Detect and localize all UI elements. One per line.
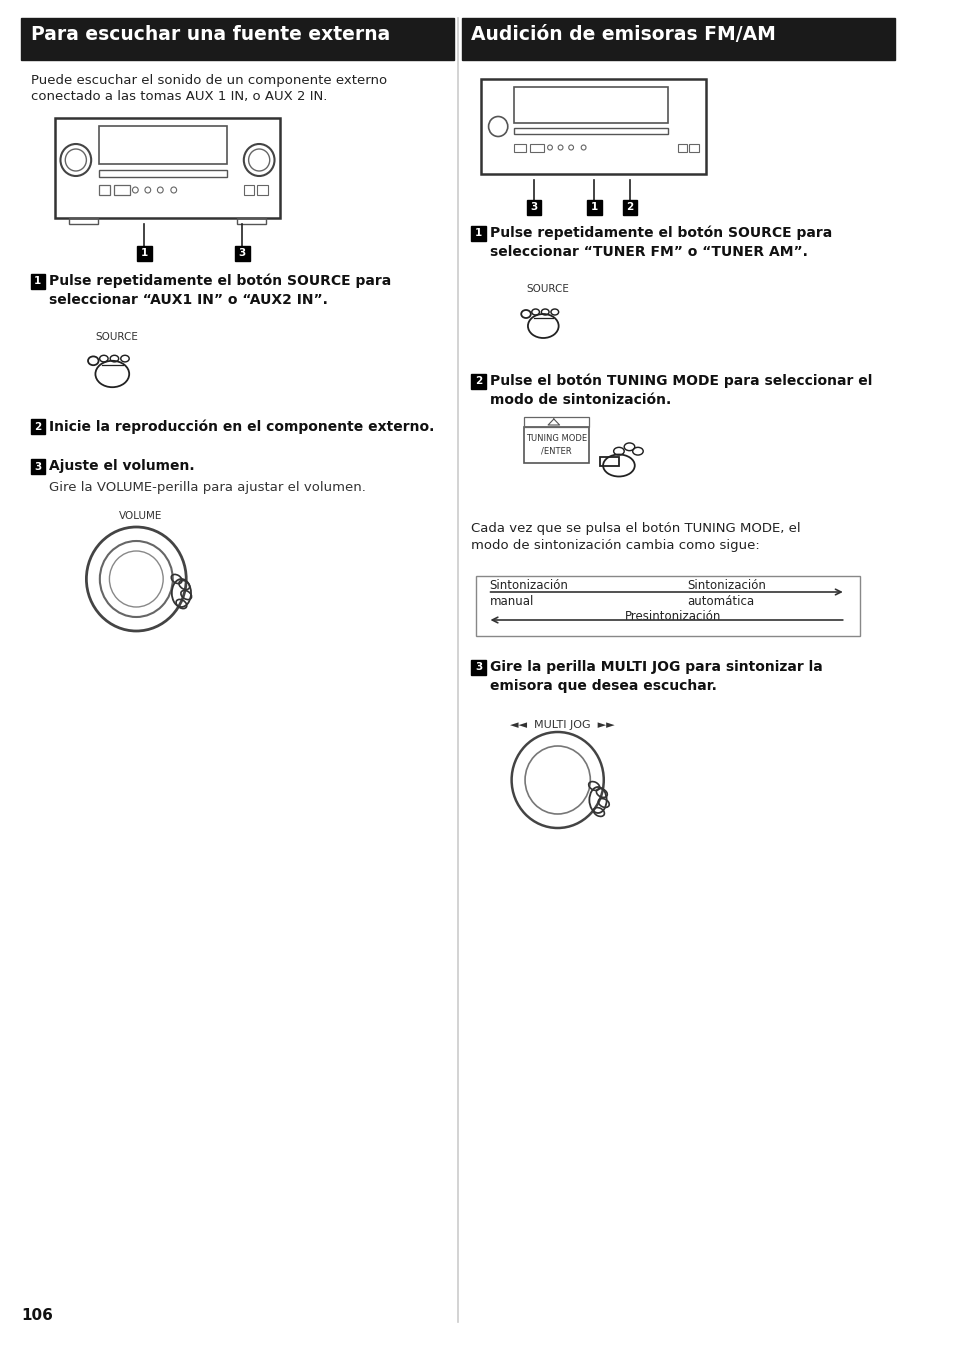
- Text: 1: 1: [141, 248, 148, 259]
- Bar: [69, 218, 98, 224]
- Bar: [54, 119, 280, 218]
- Bar: [471, 373, 485, 390]
- Bar: [235, 245, 250, 262]
- Bar: [99, 125, 226, 164]
- Bar: [514, 143, 525, 151]
- Bar: [514, 88, 667, 123]
- Bar: [30, 419, 45, 434]
- Bar: [599, 457, 618, 465]
- Text: Presintonización: Presintonización: [624, 611, 720, 623]
- Text: 3: 3: [475, 662, 481, 673]
- Text: 2: 2: [34, 422, 42, 431]
- Bar: [30, 274, 45, 288]
- Text: SOURCE: SOURCE: [526, 284, 569, 294]
- Text: Audición de emisoras FM/AM: Audición de emisoras FM/AM: [471, 26, 776, 44]
- Text: 2: 2: [626, 202, 633, 213]
- Text: Pulse el botón TUNING MODE para seleccionar el
modo de sintonización.: Pulse el botón TUNING MODE para seleccio…: [489, 373, 871, 407]
- Text: Inicie la reproducción en el componente externo.: Inicie la reproducción en el componente …: [49, 419, 434, 434]
- Text: 106: 106: [21, 1308, 53, 1322]
- Text: Sintonización
automática: Sintonización automática: [686, 580, 765, 608]
- Text: VOLUME: VOLUME: [119, 511, 163, 520]
- Bar: [526, 200, 540, 214]
- Bar: [471, 661, 485, 675]
- Bar: [244, 185, 254, 195]
- Text: Pulse repetidamente el botón SOURCE para
seleccionar “TUNER FM” o “TUNER AM”.: Pulse repetidamente el botón SOURCE para…: [489, 226, 831, 259]
- Text: 3: 3: [530, 202, 537, 213]
- Text: TUNING MODE: TUNING MODE: [526, 434, 587, 443]
- Bar: [529, 143, 543, 151]
- Text: 3: 3: [34, 461, 42, 472]
- Text: Ajuste el volumen.: Ajuste el volumen.: [49, 460, 194, 473]
- Bar: [677, 143, 686, 151]
- Bar: [137, 245, 152, 262]
- Text: Cada vez que se pulsa el botón TUNING MODE, el
modo de sintonización cambia como: Cada vez que se pulsa el botón TUNING MO…: [471, 522, 801, 551]
- Text: 3: 3: [238, 248, 246, 259]
- Bar: [480, 80, 706, 174]
- Text: 2: 2: [475, 376, 481, 387]
- Bar: [476, 576, 860, 636]
- Bar: [688, 143, 698, 151]
- Text: 1: 1: [34, 276, 42, 287]
- Text: Puede escuchar el sonido de un componente externo
conectado a las tomas AUX 1 IN: Puede escuchar el sonido de un component…: [30, 74, 386, 102]
- Bar: [257, 185, 268, 195]
- Bar: [461, 18, 894, 61]
- Bar: [99, 185, 111, 195]
- Text: Gire la perilla MULTI JOG para sintonizar la
emisora que desea escuchar.: Gire la perilla MULTI JOG para sintoniza…: [489, 661, 821, 693]
- Bar: [114, 185, 130, 195]
- Text: Gire la VOLUME-perilla para ajustar el volumen.: Gire la VOLUME-perilla para ajustar el v…: [49, 481, 365, 493]
- Text: SOURCE: SOURCE: [95, 332, 138, 342]
- Bar: [523, 417, 589, 427]
- Text: 1: 1: [591, 202, 598, 213]
- Text: Para escuchar una fuente externa: Para escuchar una fuente externa: [30, 26, 390, 44]
- Text: Sintonización
manual: Sintonización manual: [489, 580, 568, 608]
- Bar: [99, 170, 226, 177]
- Bar: [21, 18, 454, 61]
- Bar: [587, 200, 601, 214]
- Text: 1: 1: [475, 229, 481, 239]
- Text: ◄◄  MULTI JOG  ►►: ◄◄ MULTI JOG ►►: [510, 720, 614, 731]
- Text: Pulse repetidamente el botón SOURCE para
seleccionar “AUX1 IN” o “AUX2 IN”.: Pulse repetidamente el botón SOURCE para…: [49, 274, 391, 307]
- Bar: [30, 460, 45, 474]
- Bar: [622, 200, 637, 214]
- Text: /ENTER: /ENTER: [541, 446, 572, 456]
- Bar: [471, 226, 485, 241]
- Bar: [514, 128, 667, 135]
- Bar: [523, 427, 589, 462]
- Bar: [237, 218, 266, 224]
